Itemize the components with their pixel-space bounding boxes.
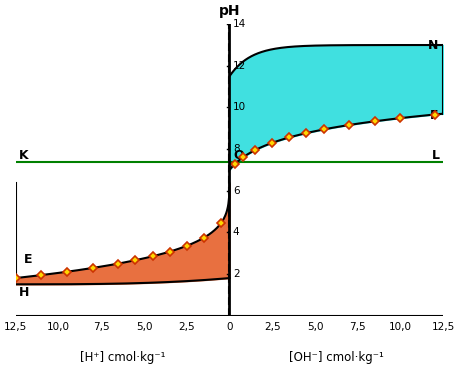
Text: 4: 4 <box>233 227 240 237</box>
Text: K: K <box>19 149 29 162</box>
Text: 12,5: 12,5 <box>4 322 28 332</box>
Text: 0: 0 <box>226 322 233 332</box>
Text: 7,5: 7,5 <box>349 322 366 332</box>
Text: N: N <box>428 39 438 51</box>
Text: 5,0: 5,0 <box>307 322 323 332</box>
Text: E: E <box>24 253 33 266</box>
Text: 10,0: 10,0 <box>47 322 70 332</box>
Text: [H⁺] cmol·kg⁻¹: [H⁺] cmol·kg⁻¹ <box>80 351 165 364</box>
Text: 2,5: 2,5 <box>179 322 195 332</box>
Text: 5,0: 5,0 <box>136 322 152 332</box>
Text: O: O <box>233 149 244 162</box>
Text: 10,0: 10,0 <box>389 322 412 332</box>
Text: 7,5: 7,5 <box>93 322 110 332</box>
Text: 12,5: 12,5 <box>431 322 455 332</box>
Text: pH: pH <box>219 4 240 18</box>
Text: 10: 10 <box>233 102 246 112</box>
Text: 2,5: 2,5 <box>264 322 280 332</box>
Text: H: H <box>19 286 29 299</box>
Text: 14: 14 <box>233 19 246 29</box>
Text: 2: 2 <box>233 269 240 279</box>
Text: [OH⁻] cmol·kg⁻¹: [OH⁻] cmol·kg⁻¹ <box>289 351 384 364</box>
Text: 12: 12 <box>233 61 246 71</box>
Text: L: L <box>432 149 440 162</box>
Text: F: F <box>430 109 438 122</box>
Text: 8: 8 <box>233 144 240 154</box>
Text: 6: 6 <box>233 186 240 196</box>
